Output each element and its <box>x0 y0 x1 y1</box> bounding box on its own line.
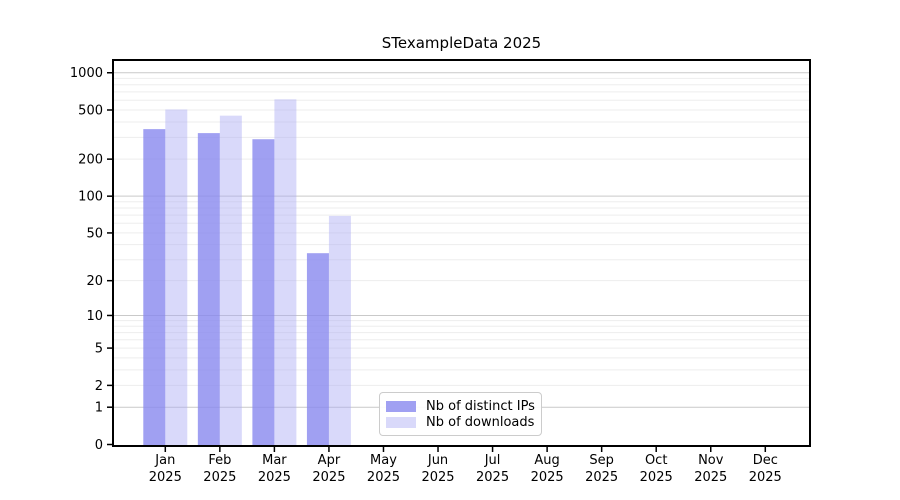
legend-label-distinct-ips: Nb of distinct IPs <box>426 398 535 414</box>
x-tick-label-year: 2025 <box>585 470 618 485</box>
legend: Nb of distinct IPs Nb of downloads <box>379 392 542 436</box>
bar-downloads-apr <box>328 215 351 445</box>
y-tick-label: 500 <box>78 103 103 118</box>
bar-downloads-feb <box>219 115 242 446</box>
bar-distinct-ips-mar <box>252 139 275 445</box>
x-tick-label-month: Jan <box>154 453 175 468</box>
x-tick-label-year: 2025 <box>531 470 564 485</box>
x-tick-label-year: 2025 <box>694 470 727 485</box>
bar-distinct-ips-feb <box>197 133 220 445</box>
x-tick-label-month: Mar <box>262 453 287 468</box>
x-tick-label-year: 2025 <box>476 470 509 485</box>
y-tick-label: 200 <box>78 153 103 168</box>
bar-downloads-jan <box>165 109 188 445</box>
legend-swatch-distinct-ips-icon <box>386 400 416 412</box>
x-tick-label-year: 2025 <box>749 470 782 485</box>
legend-label-downloads: Nb of downloads <box>426 414 535 430</box>
x-tick-label-month: Feb <box>208 453 231 468</box>
x-tick-label-month: Jul <box>484 453 501 468</box>
y-tick-label: 0 <box>95 438 103 453</box>
bar-distinct-ips-jan <box>143 129 166 445</box>
legend-swatch-downloads-icon <box>386 416 416 428</box>
x-tick-label-month: Sep <box>589 453 614 468</box>
x-tick-label-month: Dec <box>753 453 778 468</box>
plot-border <box>112 59 811 447</box>
chart-title: STexampleData 2025 <box>381 34 542 52</box>
x-tick-label-year: 2025 <box>258 470 291 485</box>
bar-downloads-mar <box>274 99 297 445</box>
y-tick-label: 2 <box>95 379 103 394</box>
x-tick-label-year: 2025 <box>640 470 673 485</box>
y-tick-label: 100 <box>78 190 103 205</box>
x-tick-label-year: 2025 <box>203 470 236 485</box>
x-tick-label-month: Jun <box>427 453 448 468</box>
y-tick-label: 10 <box>86 309 103 324</box>
legend-entry-distinct-ips: Nb of distinct IPs <box>386 398 535 414</box>
x-tick-label-month: Oct <box>645 453 667 468</box>
y-tick-label: 20 <box>86 274 103 289</box>
x-tick-label-year: 2025 <box>367 470 400 485</box>
y-tick-label: 1000 <box>70 66 103 81</box>
legend-entry-downloads: Nb of downloads <box>386 414 535 430</box>
x-tick-label-year: 2025 <box>421 470 454 485</box>
x-tick-label-month: Nov <box>698 453 724 468</box>
y-tick-label: 5 <box>95 342 103 357</box>
x-tick-label-year: 2025 <box>149 470 182 485</box>
x-tick-label-month: Aug <box>534 453 559 468</box>
x-tick-label-month: Apr <box>318 453 341 468</box>
y-tick-label: 1 <box>95 401 103 416</box>
bar-distinct-ips-apr <box>306 253 329 445</box>
x-tick-label-month: May <box>370 453 397 468</box>
x-tick-label-year: 2025 <box>312 470 345 485</box>
y-tick-label: 50 <box>86 226 103 241</box>
